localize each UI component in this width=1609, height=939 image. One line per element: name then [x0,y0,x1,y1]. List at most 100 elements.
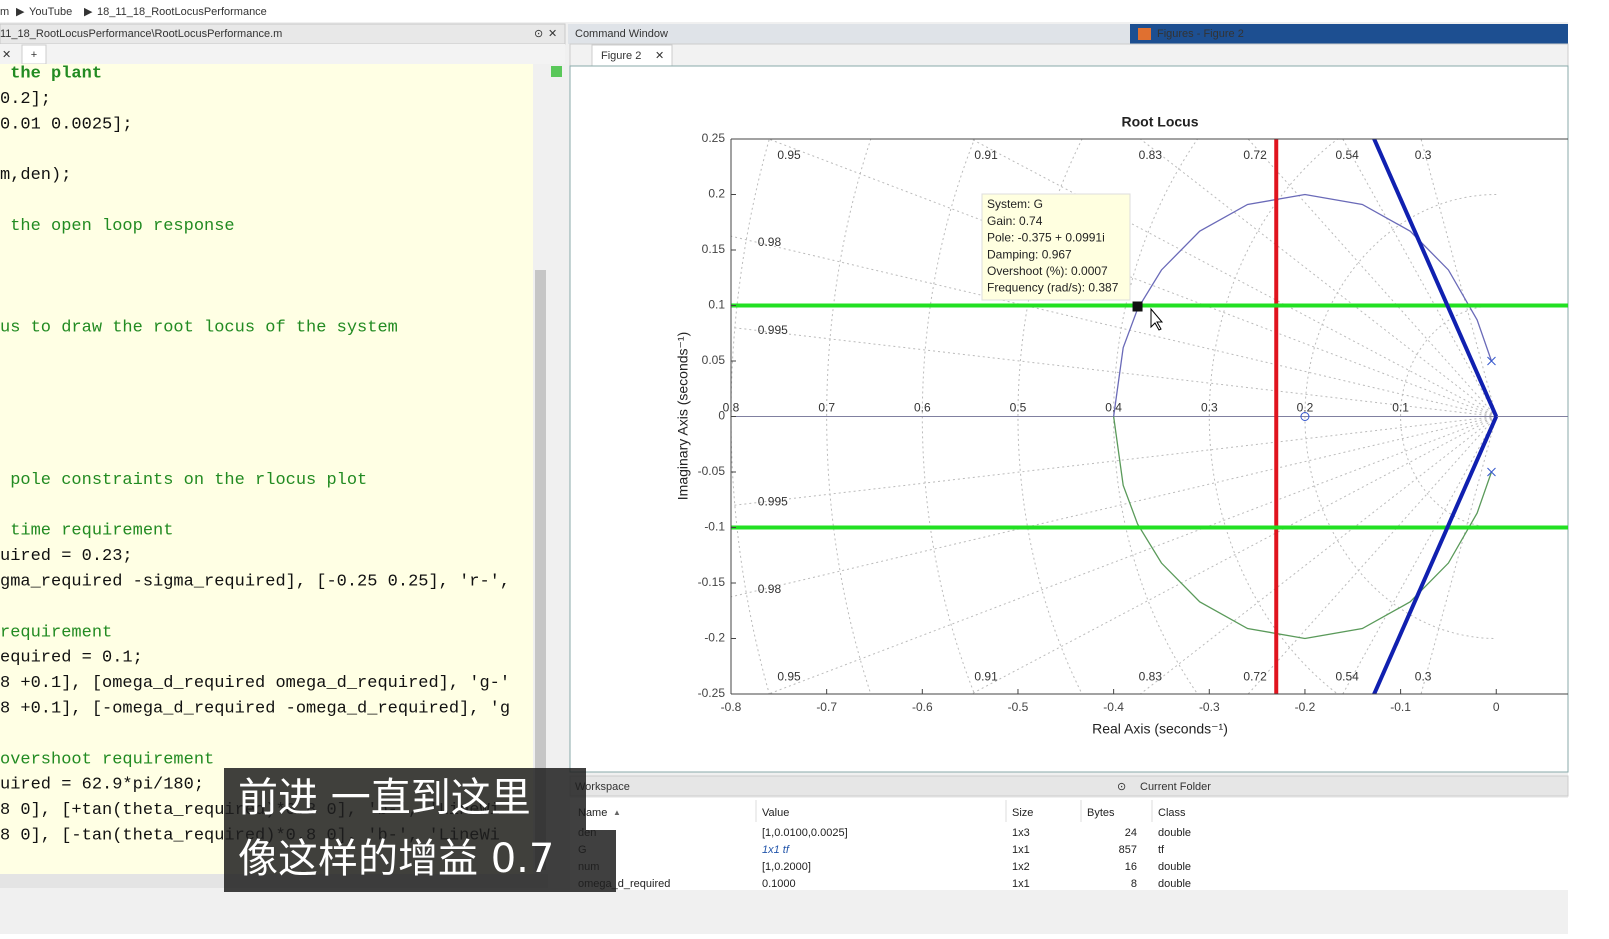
frequency-label: 0.1 [1392,401,1409,415]
zero [1300,412,1310,421]
tab-close[interactable]: ✕ [2,49,11,61]
code-line: uired = 62.9*pi/180; [0,776,204,795]
ws-cell: 1x1 tf [762,844,790,856]
y-tick-label: -0.2 [704,631,725,645]
frequency-label: 0.5 [1010,401,1027,415]
breadcrumb[interactable]: YouTube [29,6,72,18]
ws-cell: [1,0.0100,0.0025] [762,827,848,839]
ws-cell: 1x1 [1012,844,1030,856]
subtitle: 前进 一直到这里 [238,775,531,821]
frequency-grid-arc [1304,194,1497,639]
sep: ▶ [84,6,93,18]
scroll-thumb[interactable] [535,270,546,870]
figure-tab-label[interactable]: Figure 2 [601,50,641,62]
datatip-line: Damping: 0.967 [987,247,1072,261]
editor-menu[interactable]: ⊙ [534,28,543,40]
damping-label: 0.54 [1335,670,1359,684]
damping-label: 0.95 [777,670,801,684]
datatip-line: System: G [987,197,1043,211]
ws-cell: 24 [1125,827,1137,839]
damping-label: 0.83 [1139,148,1163,162]
pole [1487,356,1496,366]
ws-header: Size [1012,807,1033,819]
damping-grid-line [970,416,1497,694]
y-axis-label: Imaginary Axis (seconds⁻¹) [675,332,691,500]
code-area[interactable] [0,64,533,874]
code-line: uired = 0.23; [0,547,133,566]
ws-cell: 1x1 [1012,878,1030,890]
breadcrumb[interactable]: m [0,6,9,18]
editor-close[interactable]: ✕ [548,28,557,40]
ws-menu[interactable]: ⊙ [1117,781,1126,793]
code-line: equired = 0.1; [0,649,143,668]
x-axis-label: Real Axis (seconds⁻¹) [1092,721,1228,737]
figures-titlebar [1130,24,1568,44]
figure-area [569,65,1569,773]
ws-cell: double [1158,861,1191,873]
figures-title: Figures - Figure 2 [1157,28,1244,40]
x-tick-label: 0 [1493,700,1500,714]
ws-cell: 16 [1125,861,1137,873]
ws-cell: 1x3 [1012,827,1030,839]
damping-grid-line [731,326,1497,417]
x-tick-label: -0.6 [912,700,933,714]
plot: Root Locus Real Axis (seconds⁻¹) Imaginary… [675,114,1568,737]
figure-tab-close[interactable]: ✕ [655,50,664,62]
chart-title: Root Locus [1122,114,1199,130]
x-tick-label: -0.2 [1295,700,1316,714]
damping-label: 0.83 [1139,670,1163,684]
workspace-titlebar [569,775,1569,797]
code-line: requirement [0,623,112,642]
code-line: pole constraints on the rlocus plot [0,471,367,490]
datatip-line: Frequency (rad/s): 0.387 [987,281,1119,295]
ws-cell: 857 [1119,844,1137,856]
damping-label: 0.995 [758,323,788,337]
code-line: 8 +0.1], [-omega_d_required -omega_d_req… [0,699,510,718]
code-line: time requirement [0,522,173,541]
damping-label: 0.3 [1415,670,1432,684]
frequency-label: 0.6 [914,401,931,415]
new-tab-plus[interactable]: + [31,49,37,61]
ws-header: Bytes [1087,807,1115,819]
sep: ▶ [16,6,25,18]
x-tick-label: -0.3 [1199,700,1220,714]
sort-arrow: ▲ [613,808,621,817]
workspace-table [570,798,1568,890]
ws-cell: tf [1158,844,1165,856]
editor-tabs [0,44,565,64]
code-line: the plant [0,64,102,83]
datatip-marker [1132,301,1143,312]
y-tick-label: -0.1 [704,520,725,534]
code-line: 0.01 0.0025]; [0,115,133,134]
subtitle-bg [224,830,616,892]
frequency-label: 0.7 [818,401,835,415]
datatip-line: Pole: -0.375 + 0.0991i [987,231,1105,245]
y-tick-label: 0 [718,409,725,423]
x-tick-label: -0.7 [816,700,837,714]
y-tick-label: 0.2 [708,187,725,201]
datatip-box [981,193,1131,301]
code-line: overshoot requirement [0,750,214,769]
code-line: us to draw the root locus of the system [0,318,398,337]
ws-header: Class [1158,807,1186,819]
status-indicator [551,66,562,77]
folder-tab[interactable]: Current Folder [1140,781,1211,793]
y-tick-label: 0.1 [708,298,725,312]
frequency-label: 0.3 [1201,401,1218,415]
code-line: m,den); [0,166,71,185]
breadcrumb[interactable]: 18_11_18_RootLocusPerformance [97,6,267,18]
workspace-title[interactable]: Workspace [575,781,630,793]
damping-label: 0.72 [1243,148,1267,162]
damping-label: 0.91 [974,670,998,684]
damping-grid-line [1139,416,1497,694]
figure-tabbar [569,43,1569,67]
y-tick-label: 0.25 [702,131,726,145]
y-tick-label: -0.15 [698,575,726,589]
damping-grid-line [1247,139,1497,417]
frequency-label: 0.2 [1297,401,1314,415]
x-tick-label: -0.4 [1103,700,1124,714]
damping-label: 0.3 [1415,148,1432,162]
cmd-title[interactable]: Command Window [575,28,668,40]
